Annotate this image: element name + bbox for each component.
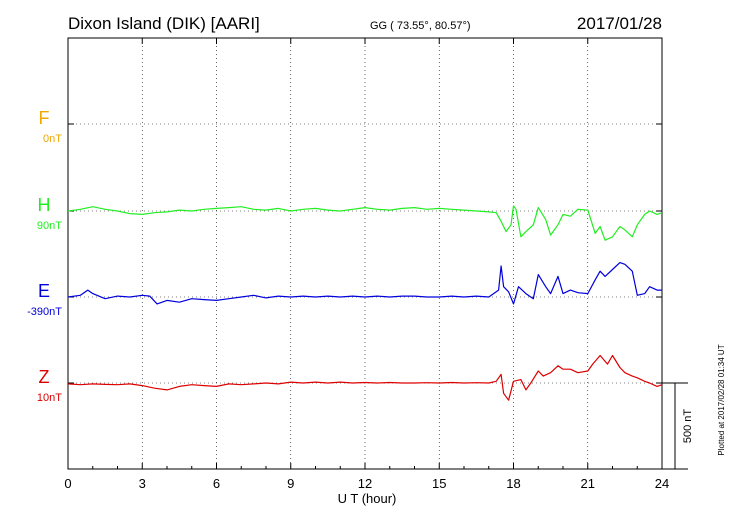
series-baseline-f: 0nT	[43, 133, 62, 145]
x-tick-label: 3	[139, 476, 146, 491]
series-labels: F 0nT H 90nT E -390nT Z 10nT	[27, 108, 62, 404]
x-tick-label: 24	[655, 476, 669, 491]
x-tick-label: 6	[213, 476, 220, 491]
chart-title: Dixon Island (DIK) [AARI]	[68, 14, 260, 33]
x-tick-label: 15	[432, 476, 446, 491]
x-tick-label: 21	[581, 476, 595, 491]
series-name-z: Z	[39, 367, 50, 387]
scale-bar-label: 500 nT	[682, 409, 694, 444]
x-tick-label: 12	[358, 476, 372, 491]
x-tick-label: 0	[64, 476, 71, 491]
x-tick-label: 9	[287, 476, 294, 491]
chart-date: 2017/01/28	[577, 14, 662, 33]
series-lines	[67, 205, 663, 401]
series-line-z	[67, 354, 663, 401]
plotted-timestamp: Plotted at 2017/02/28 01:34 UT	[717, 344, 726, 455]
grid	[68, 38, 662, 469]
series-baseline-e: -390nT	[27, 306, 62, 318]
x-axis-label: U T (hour)	[338, 491, 397, 506]
series-name-h: H	[38, 195, 51, 215]
series-baseline-h: 90nT	[37, 220, 62, 232]
series-name-e: E	[38, 281, 50, 301]
series-name-f: F	[39, 108, 50, 128]
series-baseline-z: 10nT	[37, 392, 62, 404]
series-line-h	[67, 205, 663, 241]
x-tick-label: 18	[506, 476, 520, 491]
station-coordinates: GG ( 73.55°, 80.57°)	[370, 20, 471, 32]
x-ticks: 0 3 6 9 12 15 18 21 24	[64, 38, 669, 491]
scale-bar: 500 nT	[662, 382, 694, 470]
series-line-e	[67, 262, 662, 305]
